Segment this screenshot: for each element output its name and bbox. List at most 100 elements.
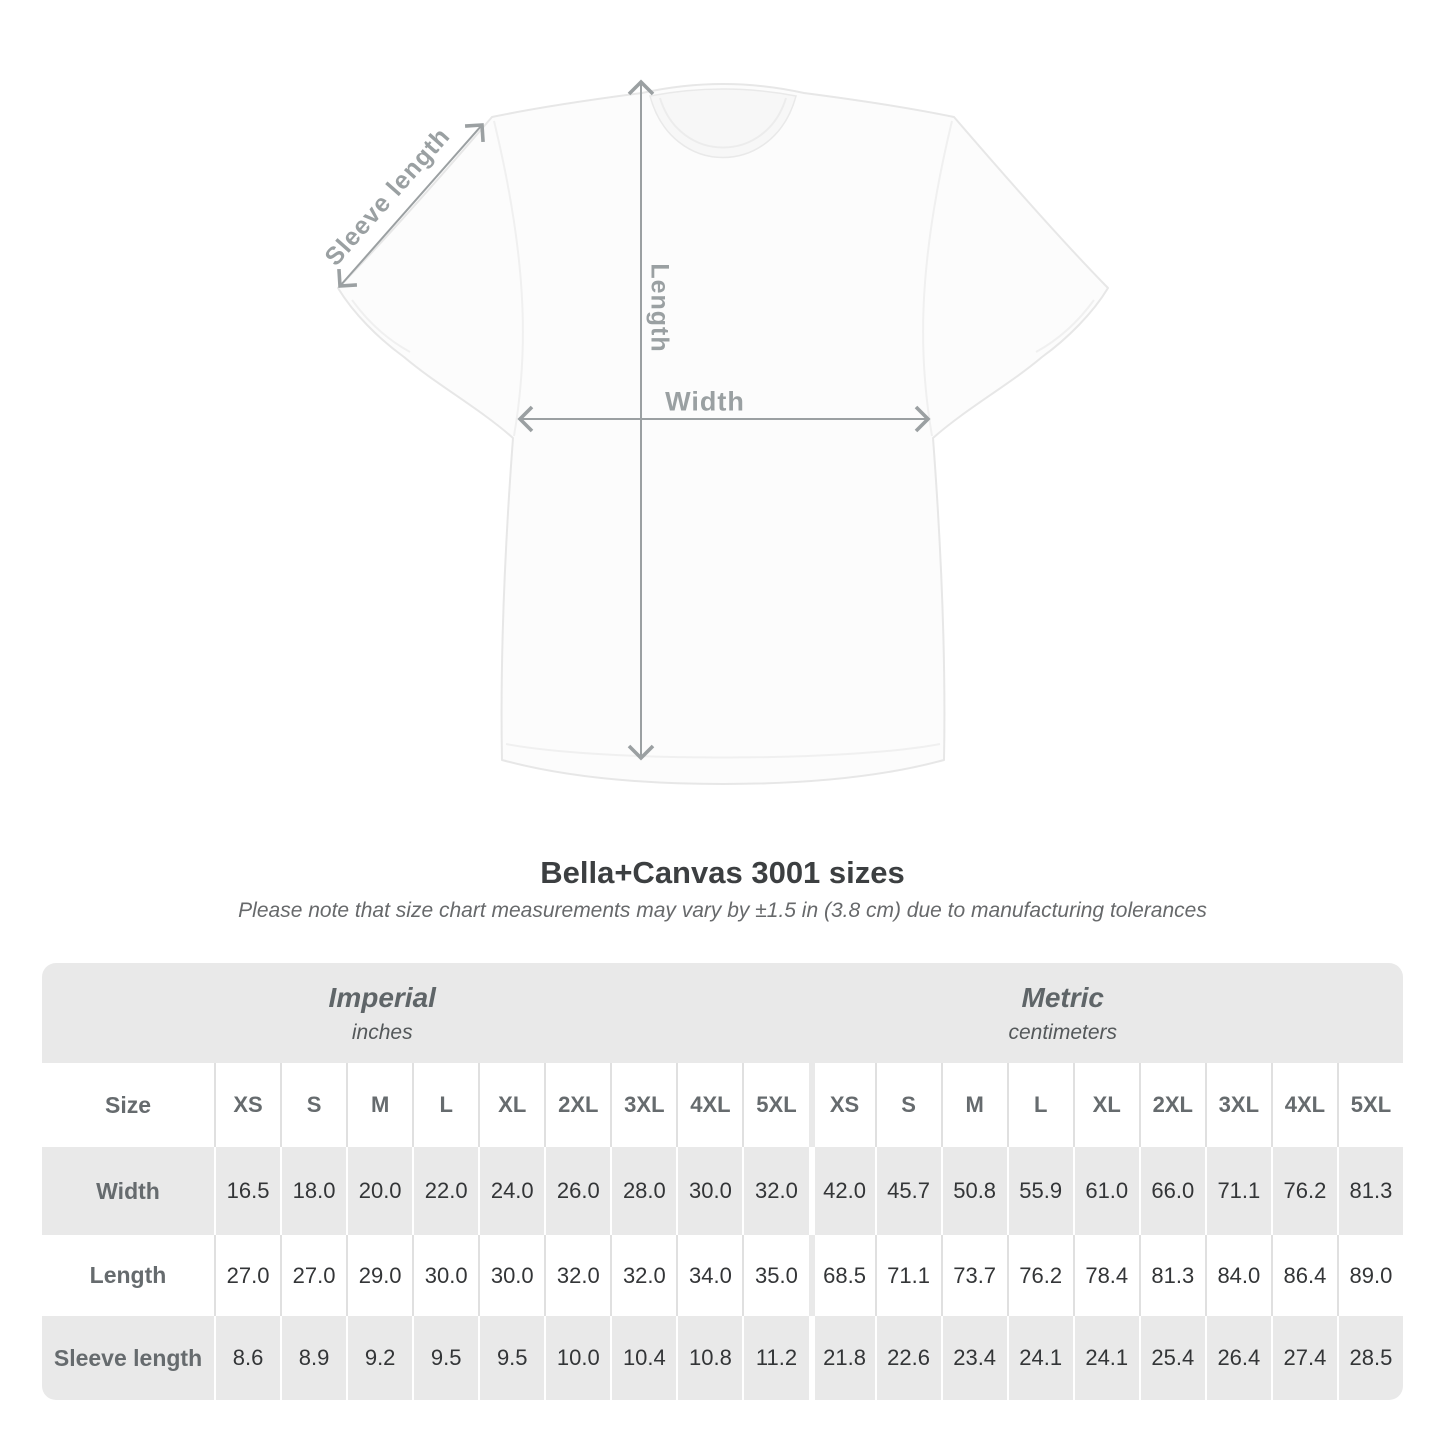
value-cell: 28.0 (610, 1147, 677, 1235)
metric-label: Metric (1021, 981, 1104, 1013)
tshirt-measurement-diagram: Sleeve length Length Width (319, 79, 1109, 785)
value-cell: 21.8 (808, 1316, 875, 1400)
size-header-xl-imperial: XL (478, 1063, 545, 1147)
value-cell: 32.0 (610, 1235, 677, 1316)
value-cell: 26.0 (544, 1147, 611, 1235)
collar-rib-line (659, 97, 787, 149)
value-cell: 55.9 (1006, 1147, 1073, 1235)
value-cell: 22.6 (874, 1316, 941, 1400)
row-label-sleeve-length: Sleeve length (42, 1316, 214, 1400)
value-cell: 20.0 (346, 1147, 413, 1235)
value-cell: 29.0 (346, 1235, 413, 1316)
size-table: Imperial inches Metric centimeters Size X… (42, 963, 1403, 1400)
value-cell: 32.0 (544, 1235, 611, 1316)
imperial-header: Imperial inches (42, 963, 723, 1063)
metric-unit: centimeters (1008, 1020, 1118, 1044)
value-cell: 9.5 (412, 1316, 479, 1400)
value-cell: 30.0 (676, 1147, 743, 1235)
value-cell: 24.1 (1006, 1316, 1073, 1400)
row-label-width: Width (42, 1147, 214, 1235)
value-cell: 76.2 (1006, 1235, 1073, 1316)
value-cell: 89.0 (1336, 1235, 1403, 1316)
size-header-l-imperial: L (412, 1063, 479, 1147)
left-cuff-stitch (351, 299, 411, 353)
value-cell: 35.0 (742, 1235, 809, 1316)
value-cell: 50.8 (940, 1147, 1007, 1235)
value-cell: 25.4 (1138, 1316, 1205, 1400)
tolerance-note: Please note that size chart measurements… (238, 899, 1207, 922)
size-header-3xl-metric: 3XL (1204, 1063, 1271, 1147)
tshirt-body (337, 83, 1109, 785)
value-cell: 27.0 (214, 1235, 281, 1316)
size-header-s-metric: S (874, 1063, 941, 1147)
hem-stitch (505, 743, 941, 759)
value-cell: 71.1 (874, 1235, 941, 1316)
value-cell: 8.6 (214, 1316, 281, 1400)
size-header-4xl-imperial: 4XL (676, 1063, 743, 1147)
row-label-length: Length (42, 1235, 214, 1316)
value-cell: 78.4 (1072, 1235, 1139, 1316)
collar-opening (649, 88, 797, 159)
value-cell: 30.0 (412, 1235, 479, 1316)
value-cell: 86.4 (1270, 1235, 1337, 1316)
unit-header-band: Imperial inches Metric centimeters (42, 963, 1403, 1063)
size-header-5xl-metric: 5XL (1336, 1063, 1403, 1147)
value-cell: 84.0 (1204, 1235, 1271, 1316)
value-cell: 28.5 (1336, 1316, 1403, 1400)
value-cell: 81.3 (1336, 1147, 1403, 1235)
value-cell: 68.5 (808, 1235, 875, 1316)
value-cell: 9.2 (346, 1316, 413, 1400)
metric-header: Metric centimeters (723, 963, 1404, 1063)
sleeve-length-arrow (337, 123, 485, 288)
value-cell: 10.8 (676, 1316, 743, 1400)
size-header-xs-metric: XS (808, 1063, 875, 1147)
value-cell: 26.4 (1204, 1316, 1271, 1400)
imperial-label: Imperial (328, 981, 436, 1013)
length-label: Length (645, 263, 674, 353)
value-cell: 24.1 (1072, 1316, 1139, 1400)
width-label: Width (665, 386, 745, 417)
size-header-s-imperial: S (280, 1063, 347, 1147)
value-cell: 42.0 (808, 1147, 875, 1235)
value-cell: 61.0 (1072, 1147, 1139, 1235)
value-cell: 8.9 (280, 1316, 347, 1400)
value-cell: 45.7 (874, 1147, 941, 1235)
size-header-xs-imperial: XS (214, 1063, 281, 1147)
size-header-2xl-metric: 2XL (1138, 1063, 1205, 1147)
value-cell: 24.0 (478, 1147, 545, 1235)
value-cell: 27.4 (1270, 1316, 1337, 1400)
value-cell: 9.5 (478, 1316, 545, 1400)
tshirt-illustration (337, 79, 1109, 785)
value-cell: 18.0 (280, 1147, 347, 1235)
right-armhole-seam (922, 120, 953, 437)
size-header-3xl-imperial: 3XL (610, 1063, 677, 1147)
right-cuff-stitch (1035, 299, 1095, 353)
size-header-4xl-metric: 4XL (1270, 1063, 1337, 1147)
size-header-l-metric: L (1006, 1063, 1073, 1147)
left-armhole-seam (493, 120, 524, 437)
value-cell: 10.0 (544, 1316, 611, 1400)
value-cell: 30.0 (478, 1235, 545, 1316)
value-cell: 27.0 (280, 1235, 347, 1316)
value-cell: 10.4 (610, 1316, 677, 1400)
value-cell: 11.2 (742, 1316, 809, 1400)
value-cell: 34.0 (676, 1235, 743, 1316)
value-cell: 22.0 (412, 1147, 479, 1235)
imperial-unit: inches (351, 1020, 413, 1044)
size-header-xl-metric: XL (1072, 1063, 1139, 1147)
size-header-m-imperial: M (346, 1063, 413, 1147)
size-column-header: Size (42, 1063, 214, 1147)
value-cell: 23.4 (940, 1316, 1007, 1400)
value-cell: 81.3 (1138, 1235, 1205, 1316)
value-cell: 66.0 (1138, 1147, 1205, 1235)
size-table-grid: Size XS S M L XL 2XL 3XL 4XL 5XL XS S M L XL 2XL 3XL 4XL 5… (42, 1063, 1403, 1400)
size-header-m-metric: M (940, 1063, 1007, 1147)
size-header-2xl-imperial: 2XL (544, 1063, 611, 1147)
value-cell: 73.7 (940, 1235, 1007, 1316)
value-cell: 76.2 (1270, 1147, 1337, 1235)
size-header-5xl-imperial: 5XL (742, 1063, 809, 1147)
value-cell: 16.5 (214, 1147, 281, 1235)
value-cell: 71.1 (1204, 1147, 1271, 1235)
page-title: Bella+Canvas 3001 sizes (540, 855, 905, 890)
value-cell: 32.0 (742, 1147, 809, 1235)
